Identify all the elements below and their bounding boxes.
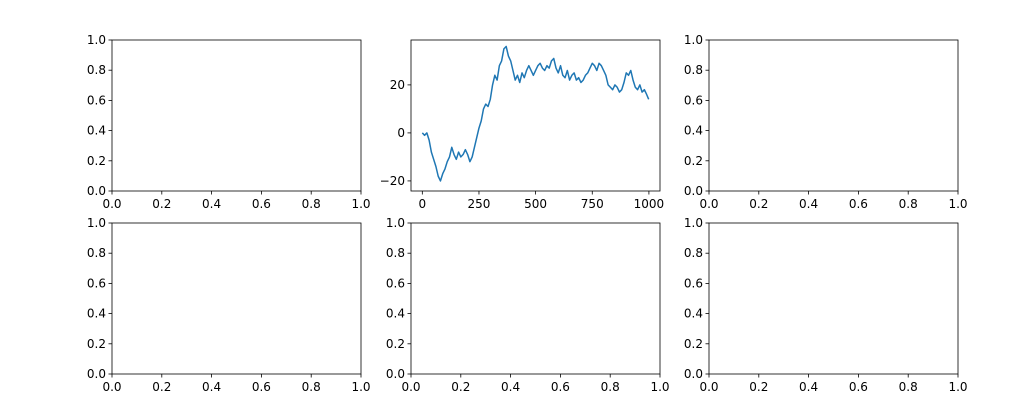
x-tick-label: 750 [581,197,604,211]
x-tick-label: 0.4 [799,197,818,211]
y-tick-label: 0.4 [386,307,405,321]
y-tick-label: 1.0 [87,216,106,230]
axes-frame [410,39,661,192]
y-tick-label: 0.4 [87,124,106,138]
x-tick-label: 0.2 [152,197,171,211]
x-tick-label: 250 [468,197,491,211]
x-tick-label: 0.4 [799,380,818,394]
x-tick-label: 1.0 [351,380,370,394]
y-tick-label: 0.2 [684,154,703,168]
y-tick-label: 0.6 [87,276,106,290]
x-tick-label: 0.8 [302,197,321,211]
y-tick-label: 0.0 [684,184,703,198]
y-tick-label: 0.4 [684,124,703,138]
x-tick-label: 0.6 [849,197,868,211]
x-tick-label: 0.4 [202,197,221,211]
x-tick-label: 0.4 [501,380,520,394]
y-tick-label: 0.2 [87,154,106,168]
x-tick-label: 0.6 [252,197,271,211]
x-tick-label: 0.4 [202,380,221,394]
y-tick-label: 0.6 [684,276,703,290]
x-tick-label: 0.2 [749,197,768,211]
x-tick-label: 0.0 [102,197,121,211]
x-tick-label: 1.0 [650,380,669,394]
y-tick-label: −20 [380,174,405,188]
axes-frame [410,222,661,375]
y-tick-label: 1.0 [684,216,703,230]
y-tick-label: 0 [397,126,405,140]
y-tick-label: 0.2 [87,337,106,351]
y-tick-label: 0.8 [87,63,106,77]
y-tick-label: 0.8 [684,246,703,260]
x-tick-label: 1.0 [948,380,967,394]
y-tick-label: 0.0 [684,367,703,381]
y-tick-label: 0.6 [386,276,405,290]
y-tick-label: 1.0 [87,33,106,47]
y-tick-label: 0.0 [386,367,405,381]
y-tick-label: 0.8 [684,63,703,77]
axes-frame [111,39,362,192]
x-tick-label: 0.2 [749,380,768,394]
x-tick-label: 0.8 [601,380,620,394]
x-tick-label: 0.0 [401,380,420,394]
x-tick-label: 0 [418,197,426,211]
x-tick-label: 0.0 [699,197,718,211]
x-tick-label: 0.8 [302,380,321,394]
y-tick-label: 0.8 [386,246,405,260]
y-tick-label: 0.4 [87,307,106,321]
x-tick-label: 500 [524,197,547,211]
x-tick-label: 0.0 [699,380,718,394]
y-tick-label: 0.8 [87,246,106,260]
data-line [421,45,650,182]
y-tick-label: 0.4 [684,307,703,321]
y-tick-label: 0.2 [684,337,703,351]
y-tick-label: 0.6 [87,93,106,107]
x-tick-label: 0.2 [451,380,470,394]
axes-frame [708,222,959,375]
y-tick-label: 20 [390,78,405,92]
y-tick-label: 0.2 [386,337,405,351]
x-tick-label: 0.8 [899,380,918,394]
x-tick-label: 0.8 [899,197,918,211]
x-tick-label: 1.0 [351,197,370,211]
x-tick-label: 1.0 [948,197,967,211]
y-tick-label: 0.0 [87,184,106,198]
x-tick-label: 0.6 [849,380,868,394]
y-tick-label: 0.0 [87,367,106,381]
x-tick-label: 0.6 [252,380,271,394]
y-tick-label: 1.0 [386,216,405,230]
y-tick-label: 1.0 [684,33,703,47]
y-tick-label: 0.6 [684,93,703,107]
axes-frame [708,39,959,192]
x-tick-label: 0.0 [102,380,121,394]
axes-frame [111,222,362,375]
x-tick-label: 0.6 [551,380,570,394]
x-tick-label: 0.2 [152,380,171,394]
x-tick-label: 1000 [634,197,665,211]
